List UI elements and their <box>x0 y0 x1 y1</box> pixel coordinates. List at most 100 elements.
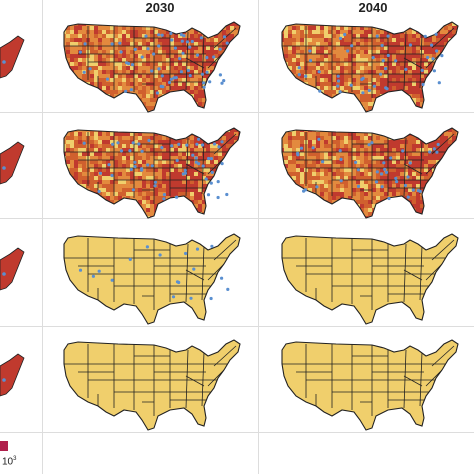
site-dot <box>222 35 227 39</box>
site-dot <box>210 244 214 248</box>
partial-map-row-2 <box>0 141 25 185</box>
site-dot <box>220 140 224 144</box>
site-dot <box>205 56 209 60</box>
site-dot <box>440 54 444 58</box>
state-border <box>431 133 455 155</box>
state-border <box>185 243 189 303</box>
site-dot <box>146 47 150 51</box>
site-dot <box>370 141 374 145</box>
site-dot <box>173 46 177 50</box>
site-dot <box>184 251 188 256</box>
site-dot <box>311 146 315 150</box>
site-dot <box>83 42 87 46</box>
site-dot <box>183 171 187 175</box>
site-dot <box>209 296 213 301</box>
site-dot <box>200 72 204 76</box>
site-dot <box>382 161 386 165</box>
state-border <box>213 133 237 155</box>
site-dot <box>212 55 216 59</box>
site-dot <box>222 79 226 83</box>
site-dot <box>375 34 379 38</box>
site-dot <box>204 177 208 181</box>
site-dot <box>304 74 308 78</box>
site-dot <box>191 153 195 157</box>
site-dot <box>183 168 187 172</box>
country-border <box>63 339 241 431</box>
site-dot <box>199 36 203 40</box>
site-dot <box>208 80 212 84</box>
state-border <box>431 345 455 367</box>
site-dot <box>147 138 151 143</box>
site-dot <box>226 287 230 291</box>
site-dot <box>128 149 132 153</box>
state-border <box>403 163 423 175</box>
site-dot <box>317 70 321 74</box>
state-border <box>403 375 423 387</box>
site-dot <box>161 85 165 89</box>
map-row-3-2030 <box>63 233 241 325</box>
site-dot <box>383 167 387 171</box>
site-dot <box>385 87 389 91</box>
site-dot <box>160 33 164 37</box>
divider-h4 <box>0 432 474 433</box>
divider-v1 <box>42 0 43 474</box>
site-dot <box>217 145 221 149</box>
site-dot <box>119 50 123 54</box>
site-dot <box>374 180 379 184</box>
site-dot <box>210 170 214 174</box>
site-dot <box>346 49 350 53</box>
site-dot <box>162 193 166 197</box>
site-dot <box>404 67 408 71</box>
site-dot <box>153 184 157 188</box>
site-dot <box>354 160 358 164</box>
site-dot <box>380 43 384 48</box>
site-dot <box>403 183 408 188</box>
site-dot <box>206 193 211 197</box>
site-dot <box>107 163 111 167</box>
site-dot <box>296 151 300 155</box>
country-border <box>281 127 459 219</box>
site-dot <box>192 267 196 271</box>
site-dot <box>339 179 343 183</box>
map-row-1-2030 <box>63 21 241 113</box>
state-border <box>431 239 455 261</box>
site-dot <box>194 156 198 160</box>
site-dot <box>216 180 220 184</box>
site-dot <box>372 84 376 88</box>
site-dot <box>195 142 199 146</box>
site-dot <box>225 41 229 45</box>
site-dot <box>195 53 200 57</box>
state-border <box>185 57 205 69</box>
site-dot <box>129 88 133 92</box>
map-row-4-2040 <box>281 339 459 431</box>
site-dot <box>2 272 6 276</box>
site-dot <box>97 269 101 273</box>
site-dot <box>386 34 390 38</box>
site-dot <box>225 192 229 197</box>
site-dot <box>189 296 193 300</box>
site-dot <box>384 67 388 71</box>
partial-map-row-1 <box>0 35 25 79</box>
site-dot <box>394 176 398 180</box>
site-dot <box>218 73 222 77</box>
partial-map-row-3 <box>0 247 25 291</box>
state-border <box>201 245 205 301</box>
site-dot <box>297 66 301 70</box>
site-dot <box>78 50 82 54</box>
us-outline <box>64 234 240 324</box>
site-dot <box>318 89 322 93</box>
site-dot <box>155 91 159 95</box>
site-dot <box>432 147 436 151</box>
site-dot <box>356 184 361 188</box>
site-dot <box>188 74 192 78</box>
site-dot <box>401 149 405 153</box>
site-dot <box>128 257 132 261</box>
site-dot <box>194 160 198 164</box>
cropped-map-shape <box>0 35 25 79</box>
site-dot <box>180 39 184 43</box>
site-dot <box>420 68 424 72</box>
site-dot <box>157 44 161 48</box>
site-dot <box>181 51 185 55</box>
site-dot <box>389 156 393 160</box>
site-dot <box>182 34 186 38</box>
